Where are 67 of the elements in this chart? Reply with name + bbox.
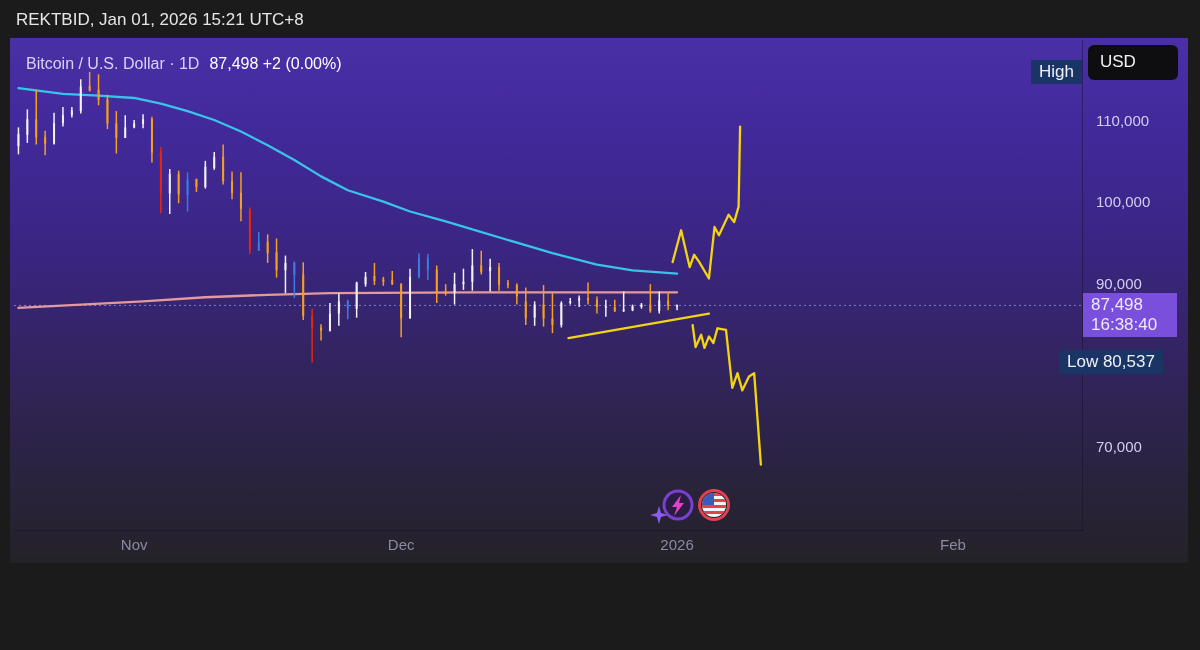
candlestick bbox=[239, 171, 242, 223]
candlestick bbox=[471, 248, 474, 292]
annotation: Low 80,537 bbox=[1059, 350, 1163, 375]
candlestick bbox=[631, 303, 634, 312]
candlestick bbox=[168, 168, 171, 215]
y-tick-label: 110,000 bbox=[1096, 111, 1150, 129]
annotation: High bbox=[1031, 59, 1082, 84]
candlestick bbox=[320, 323, 323, 342]
candlestick bbox=[195, 178, 198, 193]
candlestick bbox=[524, 286, 527, 326]
candlestick bbox=[53, 111, 56, 146]
text: Bitcoin / U.S. Dollar · 1D bbox=[26, 55, 200, 72]
candlestick bbox=[506, 279, 509, 290]
candlestick bbox=[515, 282, 518, 306]
candlestick bbox=[435, 264, 438, 304]
y-axis-title: USD bbox=[1088, 45, 1178, 80]
candlestick bbox=[26, 108, 29, 144]
candlestick bbox=[231, 170, 234, 200]
candlestick bbox=[293, 260, 296, 299]
y-tick-label: 90,000 bbox=[1096, 275, 1142, 293]
candlestick bbox=[542, 284, 545, 328]
ref-line-label: 87,498 16:38:40 bbox=[1091, 295, 1159, 336]
candlestick bbox=[115, 110, 118, 155]
x-tick-label: Nov bbox=[120, 536, 148, 554]
candlestick bbox=[88, 71, 91, 93]
candlestick bbox=[355, 280, 358, 319]
candlestick bbox=[97, 73, 100, 107]
y-tick-label: 100,000 bbox=[1096, 193, 1151, 211]
candlestick bbox=[551, 292, 554, 334]
text: 87,498 +2 (0.00%) bbox=[209, 55, 342, 72]
candlestick bbox=[480, 249, 483, 276]
candlestick bbox=[284, 254, 287, 294]
candlestick bbox=[328, 302, 331, 333]
candlestick bbox=[649, 283, 652, 314]
candlestick bbox=[426, 253, 429, 281]
candlestick bbox=[373, 262, 376, 286]
candlestick bbox=[44, 129, 47, 156]
candlestick bbox=[382, 276, 385, 287]
y-tick-label: 70,000 bbox=[1096, 438, 1142, 456]
candlestick bbox=[337, 292, 340, 327]
candlestick bbox=[35, 89, 38, 146]
candlestick bbox=[311, 307, 314, 364]
candlestick bbox=[275, 237, 278, 279]
candlestick bbox=[417, 252, 420, 280]
candlestick bbox=[498, 262, 501, 292]
x-tick-label: Dec bbox=[387, 536, 415, 554]
candlestick bbox=[106, 93, 109, 130]
x-tick-label: 2026 bbox=[660, 536, 694, 554]
candlestick bbox=[61, 106, 64, 128]
candlestick bbox=[266, 233, 269, 264]
candlestick bbox=[658, 290, 661, 315]
candlestick bbox=[204, 160, 207, 190]
candlestick bbox=[177, 169, 180, 205]
x-tick-label: Feb bbox=[940, 536, 966, 554]
candlestick bbox=[578, 294, 581, 308]
candlestick bbox=[453, 272, 456, 306]
candlestick bbox=[587, 281, 590, 306]
candlestick bbox=[364, 271, 367, 288]
candlestick bbox=[604, 298, 607, 318]
text: REKTBID, Jan 01, 2026 15:21 UTC+8 bbox=[16, 10, 304, 29]
candlestick bbox=[17, 126, 20, 156]
candlestick bbox=[186, 171, 189, 213]
candlestick bbox=[489, 258, 492, 293]
candlestick bbox=[560, 300, 563, 329]
candlestick bbox=[257, 231, 260, 252]
candlestick bbox=[533, 300, 536, 327]
candlestick bbox=[346, 298, 349, 321]
